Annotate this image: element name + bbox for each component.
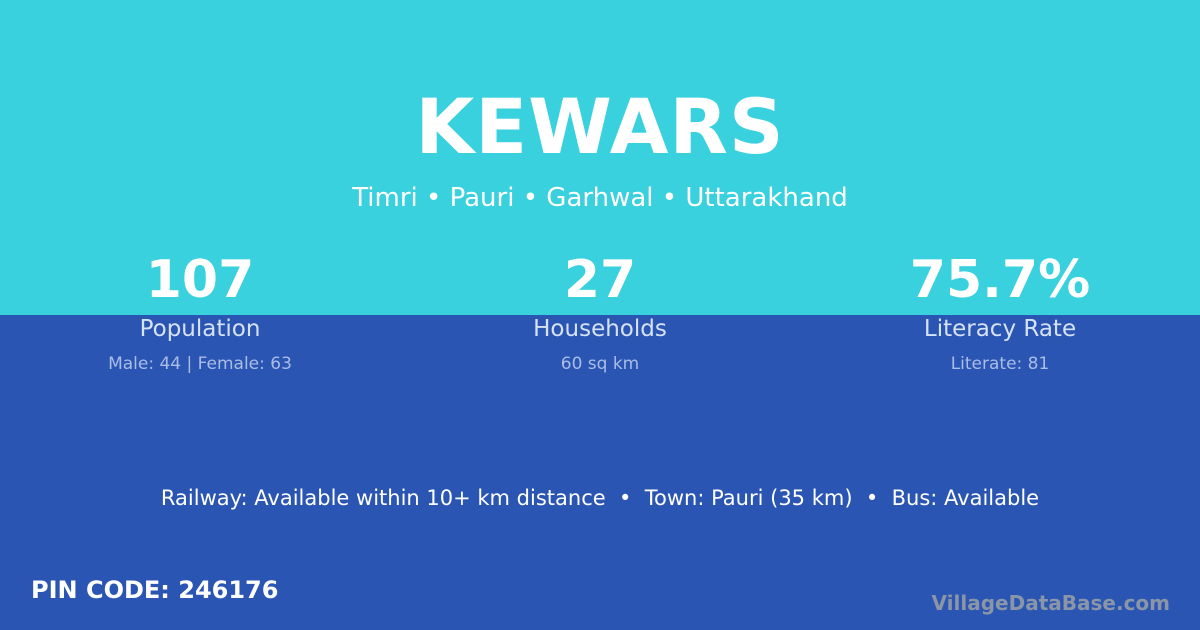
stat-label: Households bbox=[533, 316, 667, 342]
stat-label: Population bbox=[139, 316, 261, 342]
stat-value: 107 bbox=[145, 250, 255, 310]
pin-code: PIN CODE: 246176 bbox=[31, 576, 279, 604]
footer-band bbox=[0, 315, 1200, 630]
village-name: KEWARS bbox=[415, 82, 785, 171]
stat-value: 75.7% bbox=[909, 250, 1091, 310]
connectivity-info: Railway: Available within 10+ km distanc… bbox=[160, 486, 1040, 510]
stat-detail: 60 sq km bbox=[560, 354, 640, 374]
stat-detail: Male: 44 | Female: 63 bbox=[108, 354, 292, 374]
brand-watermark: VillageDataBase.com bbox=[931, 591, 1170, 615]
header-band bbox=[0, 0, 1200, 315]
location-path: Timri • Pauri • Garhwal • Uttarakhand bbox=[352, 183, 848, 213]
stat-label: Literacy Rate bbox=[923, 316, 1077, 342]
stat-detail: Literate: 81 bbox=[950, 354, 1050, 374]
stat-value: 27 bbox=[563, 250, 637, 310]
